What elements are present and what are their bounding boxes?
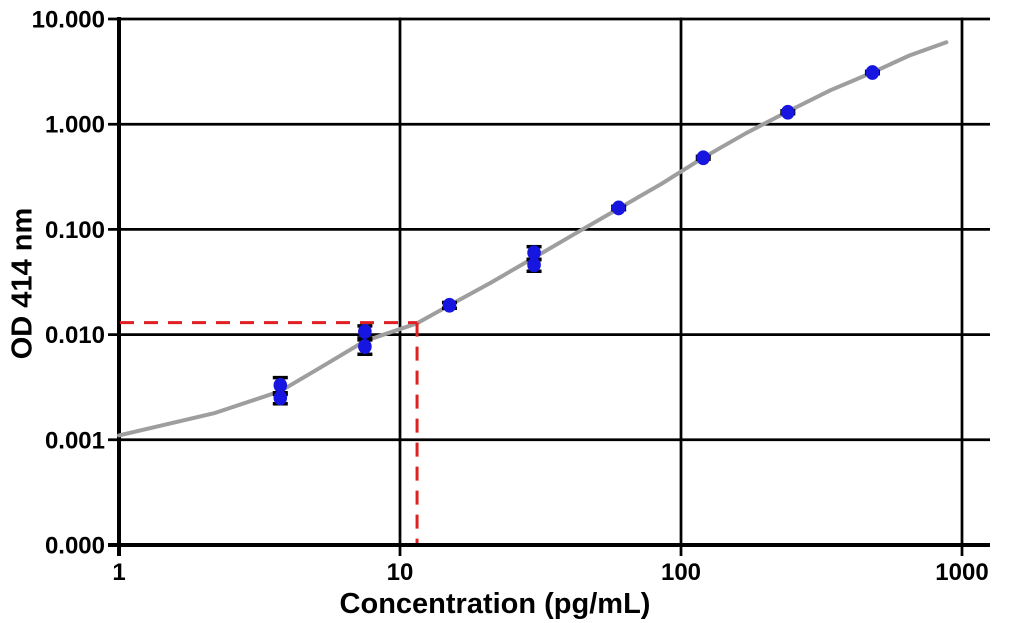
y-axis-title: OD 414 nm bbox=[6, 207, 39, 360]
data-point bbox=[527, 245, 541, 261]
x-tick-label: 100 bbox=[661, 559, 701, 586]
error-bars bbox=[272, 69, 880, 406]
data-point bbox=[696, 150, 711, 166]
lod-dashed-lines bbox=[120, 321, 419, 543]
y-tick-label: 0.010 bbox=[45, 322, 105, 349]
y-tick-label: 10.000 bbox=[32, 7, 105, 34]
data-point bbox=[358, 324, 372, 339]
y-tick-label: 0.100 bbox=[45, 217, 105, 244]
data-point bbox=[865, 65, 880, 80]
x-tick-label: 10 bbox=[387, 559, 414, 586]
data-point bbox=[611, 200, 626, 216]
tick-labels: 10.000 1.000 0.100 0.010 0.001 0.000 1 10 100 100… bbox=[32, 7, 989, 587]
data-point bbox=[781, 104, 795, 120]
axes bbox=[108, 17, 990, 556]
data-point bbox=[442, 297, 457, 313]
fit-curve bbox=[117, 40, 949, 438]
data-point bbox=[527, 257, 541, 273]
x-axis-title: Concentration (pg/mL) bbox=[339, 588, 651, 620]
y-tick-label: 0.000 bbox=[45, 533, 105, 560]
x-tick-label: 1000 bbox=[935, 559, 988, 586]
data-point bbox=[358, 339, 372, 354]
y-tick-label: 0.001 bbox=[45, 427, 105, 454]
y-tick-label: 1.000 bbox=[45, 112, 105, 139]
data-points bbox=[273, 65, 880, 406]
data-point bbox=[273, 377, 288, 393]
gridlines bbox=[108, 17, 990, 556]
data-point bbox=[273, 390, 288, 406]
x-tick-label: 1 bbox=[112, 559, 125, 586]
